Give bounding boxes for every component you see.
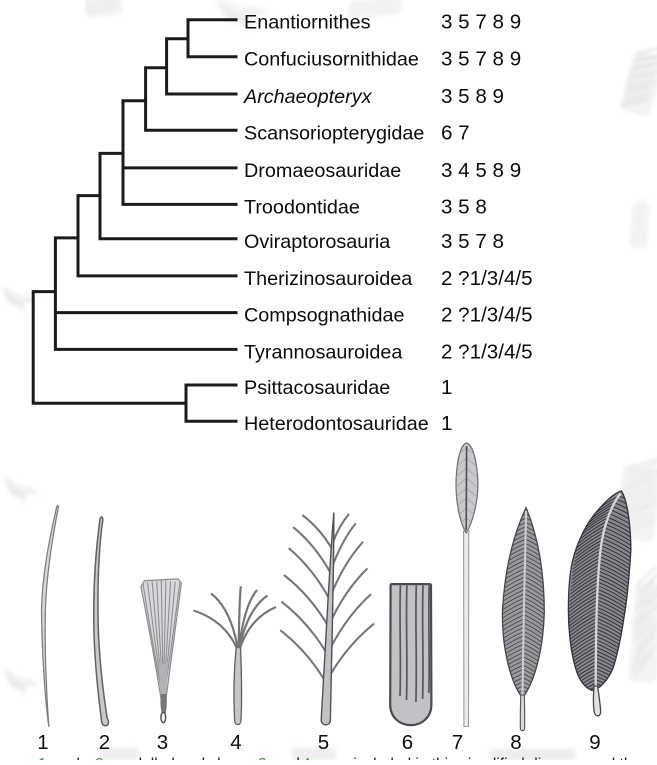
svg-text:1: 1 (37, 731, 48, 754)
svg-text:2 ?1/3/4/5: 2 ?1/3/4/5 (441, 304, 533, 327)
svg-text:3 5 7 8 9: 3 5 7 8 9 (441, 11, 521, 34)
svg-text:2: 2 (99, 731, 110, 754)
svg-text:2 ?1/3/4/5: 2 ?1/3/4/5 (441, 267, 533, 290)
svg-text:1: 1 (441, 376, 452, 399)
svg-text:5: 5 (318, 731, 329, 754)
svg-text:6: 6 (402, 731, 413, 754)
svg-text:1and2,modelled and shown3and4,: 1and2,modelled and shown3and4, are inclu… (38, 756, 641, 760)
svg-text:Dromaeosauridae: Dromaeosauridae (244, 160, 401, 182)
svg-text:3 5 7 8: 3 5 7 8 (441, 230, 504, 253)
svg-text:4: 4 (230, 731, 241, 754)
svg-text:9: 9 (589, 731, 600, 754)
svg-text:Heterodontosauridae: Heterodontosauridae (244, 413, 429, 435)
svg-text:Archaeopteryx: Archaeopteryx (243, 86, 373, 108)
svg-text:3 5 8: 3 5 8 (441, 195, 487, 218)
svg-text:Therizinosauroidea: Therizinosauroidea (244, 268, 412, 290)
svg-text:Troodontidae: Troodontidae (244, 196, 360, 218)
svg-text:Oviraptorosauria: Oviraptorosauria (244, 231, 390, 253)
svg-text:Tyrannosauroidea: Tyrannosauroidea (244, 341, 402, 363)
svg-text:8: 8 (510, 731, 521, 754)
svg-text:7: 7 (452, 731, 463, 754)
svg-text:Enantiornithes: Enantiornithes (244, 12, 371, 34)
svg-text:3 4 5 8 9: 3 4 5 8 9 (441, 159, 521, 182)
svg-text:Confuciusornithidae: Confuciusornithidae (244, 49, 419, 71)
svg-text:Compsognathidae: Compsognathidae (244, 305, 405, 327)
svg-text:3 5 7 8 9: 3 5 7 8 9 (441, 48, 521, 71)
svg-text:3 5 8 9: 3 5 8 9 (441, 85, 504, 108)
svg-text:2 ?1/3/4/5: 2 ?1/3/4/5 (441, 340, 533, 363)
svg-text:6 7: 6 7 (441, 121, 470, 144)
svg-text:Psittacosauridae: Psittacosauridae (244, 377, 390, 399)
svg-text:Scansoriopterygidae: Scansoriopterygidae (244, 122, 424, 144)
svg-text:3: 3 (157, 731, 168, 754)
svg-text:1: 1 (441, 412, 452, 435)
